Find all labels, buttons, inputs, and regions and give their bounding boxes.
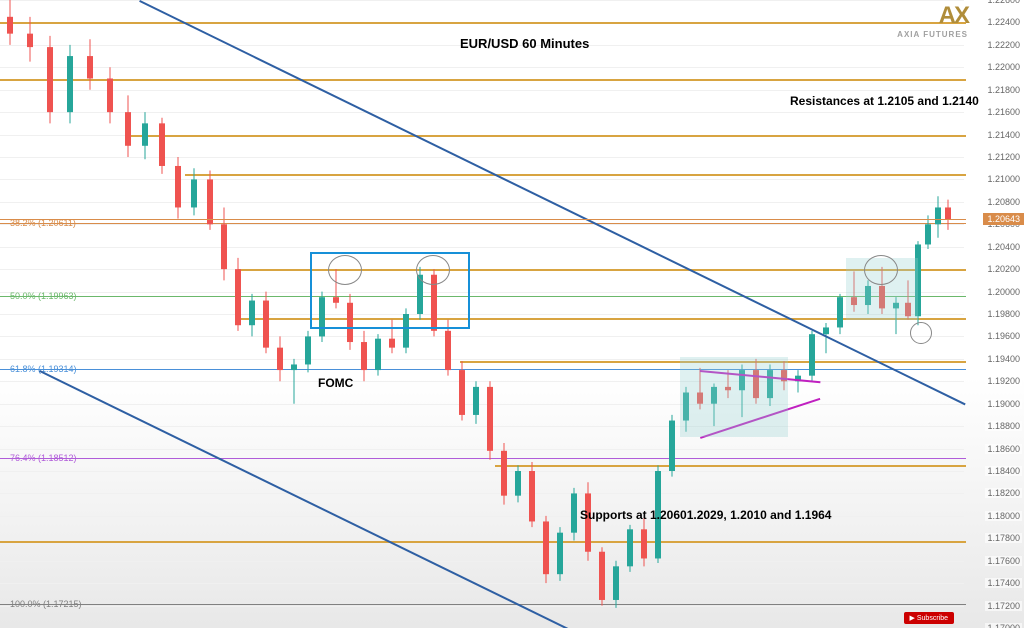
price-tick-label: 1.21200	[985, 152, 1022, 162]
chart-container: 38.2% (1.20611)50.0% (1.19963)61.8% (1.1…	[0, 0, 1024, 628]
price-tick-label: 1.19000	[985, 399, 1022, 409]
current-price-line	[0, 219, 966, 220]
chart-title: EUR/USD 60 Minutes	[460, 36, 589, 51]
price-tick-label: 1.19600	[985, 331, 1022, 341]
support-label: Supports at 1.20601.2029, 1.2010 and 1.1…	[580, 508, 831, 522]
fomc-label: FOMC	[318, 376, 353, 390]
price-tick-label: 1.20200	[985, 264, 1022, 274]
resistance-label: Resistances at 1.2105 and 1.2140	[790, 94, 979, 108]
play-icon: ▶	[910, 615, 915, 622]
subscribe-button[interactable]: ▶ Subscribe	[904, 612, 954, 624]
subscribe-label: Subscribe	[917, 615, 948, 622]
price-tick-label: 1.22200	[985, 40, 1022, 50]
price-tick-label: 1.19200	[985, 376, 1022, 386]
price-tick-label: 1.18800	[985, 421, 1022, 431]
price-tick-label: 1.18200	[985, 488, 1022, 498]
price-tick-label: 1.22600	[985, 0, 1022, 5]
price-tick-label: 1.21600	[985, 107, 1022, 117]
price-tick-label: 1.17000	[985, 623, 1022, 628]
brand-logo: AX AXIA FUTURES	[897, 2, 968, 39]
price-tick-label: 1.21800	[985, 85, 1022, 95]
price-tick-label: 1.20800	[985, 197, 1022, 207]
price-tick-label: 1.22400	[985, 17, 1022, 27]
price-tick-label: 1.18000	[985, 511, 1022, 521]
logo-subtext: AXIA FUTURES	[897, 30, 968, 39]
price-tick-label: 1.18400	[985, 466, 1022, 476]
price-tick-label: 1.20400	[985, 242, 1022, 252]
price-tick-label: 1.17400	[985, 578, 1022, 588]
price-tick-label: 1.21000	[985, 174, 1022, 184]
price-tick-label: 1.22000	[985, 62, 1022, 72]
logo-mark: AX	[897, 2, 968, 30]
price-tick-label: 1.17800	[985, 533, 1022, 543]
price-tick-label: 1.17200	[985, 601, 1022, 611]
price-tick-label: 1.19800	[985, 309, 1022, 319]
price-tick-label: 1.20000	[985, 287, 1022, 297]
price-tick-label: 1.17600	[985, 556, 1022, 566]
price-tick-label: 1.18600	[985, 444, 1022, 454]
price-tick-label: 1.21400	[985, 130, 1022, 140]
price-tick-label: 1.19400	[985, 354, 1022, 364]
current-price-tag: 1.20643	[983, 213, 1024, 225]
